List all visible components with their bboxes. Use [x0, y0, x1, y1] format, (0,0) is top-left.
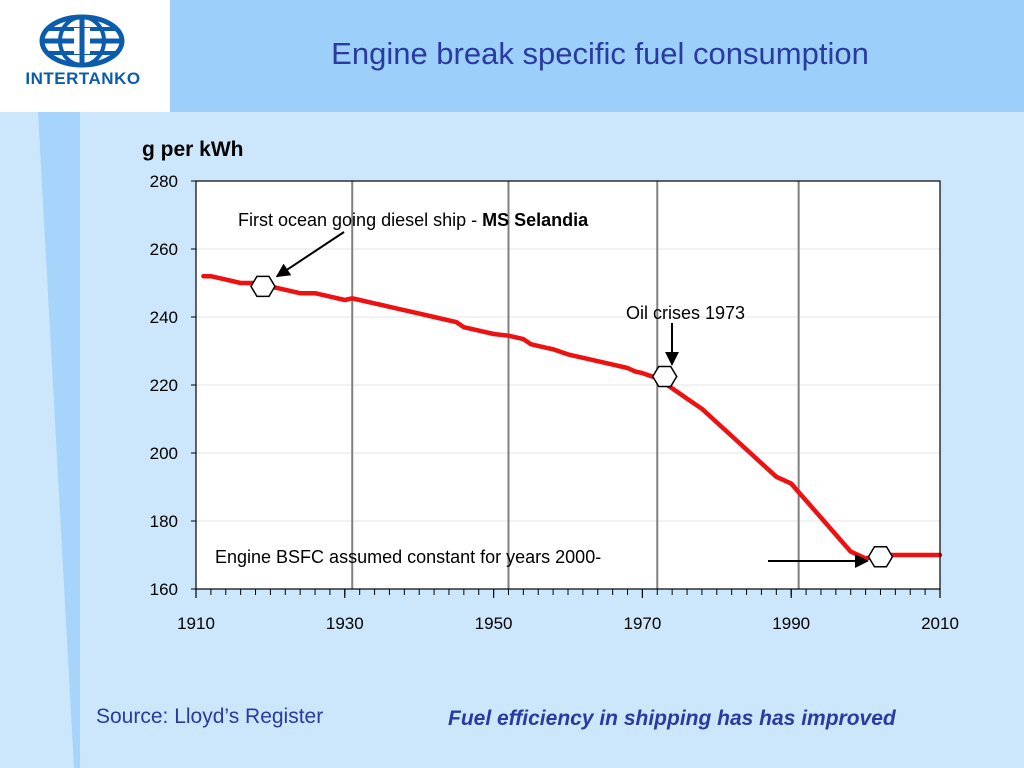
- series-line-0: [201, 273, 943, 561]
- y-tick-label: 240: [150, 308, 178, 327]
- x-tick-label: 1990: [772, 614, 810, 633]
- y-tick-label: 220: [150, 376, 178, 395]
- y-tick-label: 160: [150, 580, 178, 599]
- annotation-marker-hexagon: [651, 365, 678, 388]
- y-tick-label: 180: [150, 512, 178, 531]
- y-tick-label: 260: [150, 240, 178, 259]
- x-tick-label: 1950: [475, 614, 513, 633]
- y-axis-label: g per kWh: [142, 138, 244, 161]
- footer-conclusion: Fuel efficiency in shipping has has impr…: [448, 707, 896, 730]
- source-note: Source: Lloyd’s Register: [96, 705, 324, 728]
- x-tick-label: 1970: [623, 614, 661, 633]
- slide-title: Engine break specific fuel consumption: [331, 36, 869, 71]
- annotation-text: First ocean going diesel ship -: [238, 210, 482, 230]
- logo-name: INTERTANKO: [25, 69, 141, 88]
- left-accent-band: [38, 112, 80, 768]
- logo: INTERTANKO: [0, 0, 170, 112]
- annotation-arrow: [275, 231, 345, 278]
- x-tick-label: 1910: [177, 614, 215, 633]
- x-tick-label: 2010: [921, 614, 959, 633]
- annotation-label: Oil crises 1973: [626, 303, 745, 323]
- x-tick-label: 1930: [326, 614, 364, 633]
- annotation-label: First ocean going diesel ship - MS Selan…: [238, 210, 589, 230]
- globe-icon: [39, 14, 125, 68]
- y-tick-label: 280: [150, 172, 178, 191]
- annotation-label: Engine BSFC assumed constant for years 2…: [215, 547, 601, 567]
- y-tick-label: 200: [150, 444, 178, 463]
- annotation-marker-hexagon: [250, 275, 276, 298]
- header-band: [170, 0, 1024, 112]
- annotation-marker-hexagon: [867, 545, 894, 568]
- annotation-ship-name: MS Selandia: [482, 210, 589, 230]
